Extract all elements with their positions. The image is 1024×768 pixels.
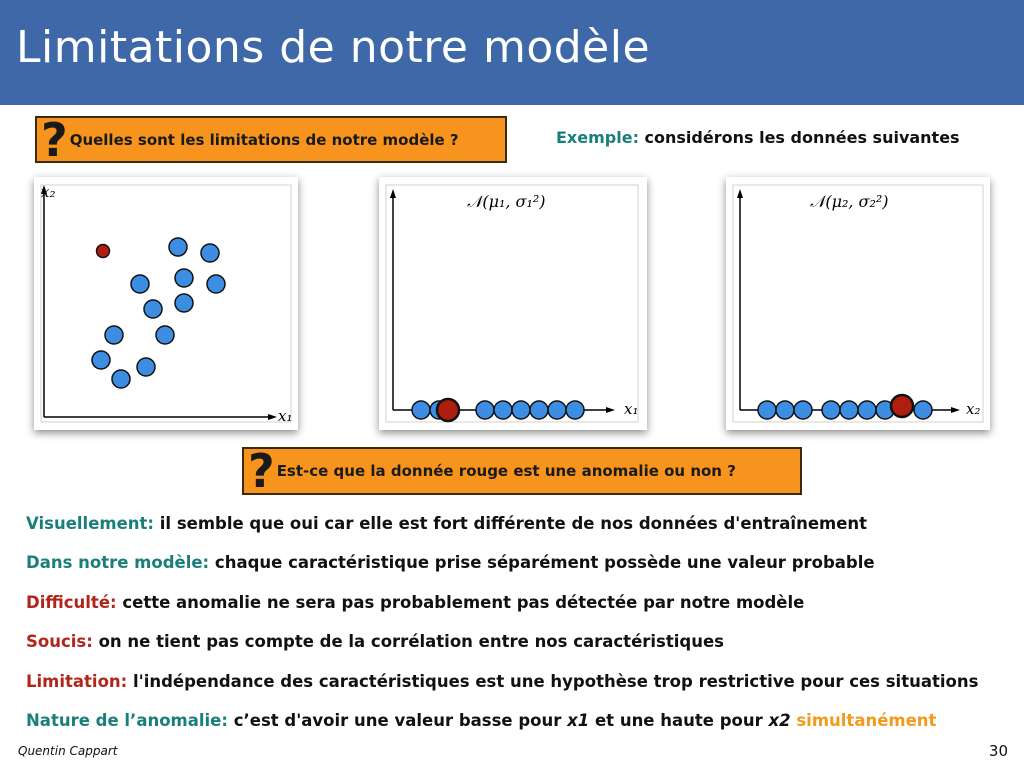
question-box-anomaly: ? Est-ce que la donnée rouge est une ano… (242, 447, 802, 495)
statement-label: Visuellement: (26, 514, 155, 533)
anomaly-point (435, 397, 461, 423)
x-axis-arrow-icon (951, 407, 960, 413)
data-point (821, 400, 841, 420)
data-point (91, 350, 111, 370)
scatter-plot: x₂ x₁ (40, 183, 292, 425)
example-line: Exemple: considérons les données suivant… (556, 128, 960, 147)
variable-x2: x2 (768, 711, 791, 730)
distribution-x1-title: 𝒩(μ₁, σ₁²) (467, 192, 546, 211)
statement-soucis: Soucis: on ne tient pas compte de la cor… (26, 632, 724, 651)
question-mark-icon: ? (248, 444, 275, 498)
statement-text: l'indépendance des caractéristiques est … (127, 672, 979, 691)
statement-text: et une haute pour (589, 711, 769, 730)
data-point (547, 400, 567, 420)
question-anomaly-text: Est-ce que la donnée rouge est une anoma… (276, 462, 736, 480)
slide-title: Limitations de notre modèle (16, 22, 651, 73)
statement-difficulte: Difficulté: cette anomalie ne sera pas p… (26, 593, 804, 612)
scatter-xlabel: x₁ (278, 407, 292, 425)
data-point (104, 325, 124, 345)
variable-x1: x1 (567, 711, 590, 730)
example-text: considérons les données suivantes (638, 128, 960, 147)
data-point (757, 400, 777, 420)
footer-author: Quentin Cappart (18, 744, 118, 758)
x-axis-arrow-icon (606, 407, 615, 413)
page-number: 30 (988, 742, 1008, 760)
data-point (775, 400, 795, 420)
statement-label: Soucis: (26, 632, 93, 651)
distribution-x1-xlabel: x₁ (624, 400, 638, 418)
statement-nature: Nature de l’anomalie: c’est d'avoir une … (26, 711, 936, 730)
data-point (411, 400, 431, 420)
title-bar: Limitations de notre modèle (0, 0, 1024, 105)
data-point (493, 400, 513, 420)
distribution-x2-title: 𝒩(μ₂, σ₂²) (810, 192, 889, 211)
data-point (839, 400, 859, 420)
statement-text: cette anomalie ne sera pas probablement … (116, 593, 805, 612)
data-point (793, 400, 813, 420)
y-axis-arrow-icon (41, 185, 47, 194)
distribution-x1-panel: 𝒩(μ₁, σ₁²) x₁ (379, 177, 647, 430)
statement-text: c’est d'avoir une valeur basse pour (227, 711, 568, 730)
statement-label: Limitation: (26, 672, 128, 691)
data-point (913, 400, 933, 420)
data-point (174, 293, 194, 313)
distribution-x2-panel: 𝒩(μ₂, σ₂²) x₂ (726, 177, 990, 430)
statement-limitation: Limitation: l'indépendance des caractéri… (26, 672, 978, 691)
data-point (155, 325, 175, 345)
anomaly-point (95, 243, 111, 259)
statement-label: Dans notre modèle: (26, 553, 210, 572)
data-point (565, 400, 585, 420)
statement-label: Difficulté: (26, 593, 117, 612)
scatter-panel: x₂ x₁ (34, 177, 298, 430)
data-point (111, 369, 131, 389)
data-point (200, 243, 220, 263)
distribution-x1-plot: 𝒩(μ₁, σ₁²) x₁ (385, 184, 639, 423)
data-point (168, 237, 188, 257)
question-box-limitations: ? Quelles sont les limitations de notre … (35, 116, 507, 163)
data-point (206, 274, 226, 294)
data-point (529, 400, 549, 420)
scatter-ylabel: x₂ (41, 183, 55, 201)
statement-text: on ne tient pas compte de la corrélation… (92, 632, 724, 651)
distribution-x2-xlabel: x₂ (966, 400, 980, 418)
x-axis-arrow-icon (268, 414, 277, 420)
data-point (130, 274, 150, 294)
anomaly-point (889, 393, 915, 419)
data-point (511, 400, 531, 420)
data-point (143, 299, 163, 319)
statement-label: Nature de l’anomalie: (26, 711, 228, 730)
blue-points (91, 237, 226, 389)
y-axis-arrow-icon (390, 189, 396, 198)
statement-modele: Dans notre modèle: chaque caractéristiqu… (26, 553, 875, 572)
blue-points (757, 400, 933, 420)
simultaneous-highlight: simultanément (790, 711, 937, 730)
data-point (857, 400, 877, 420)
data-point (174, 268, 194, 288)
statement-text: chaque caractéristique prise séparément … (209, 553, 875, 572)
data-point (475, 400, 495, 420)
statement-text: il semble que oui car elle est fort diff… (154, 514, 868, 533)
question-mark-icon: ? (41, 112, 68, 167)
y-axis-arrow-icon (737, 189, 743, 198)
example-label: Exemple: (556, 128, 639, 147)
distribution-x2-plot: 𝒩(μ₂, σ₂²) x₂ (732, 184, 984, 423)
blue-points (411, 400, 585, 420)
question-limitations-text: Quelles sont les limitations de notre mo… (69, 130, 459, 149)
data-point (136, 357, 156, 377)
statement-visuellement: Visuellement: il semble que oui car elle… (26, 514, 867, 533)
